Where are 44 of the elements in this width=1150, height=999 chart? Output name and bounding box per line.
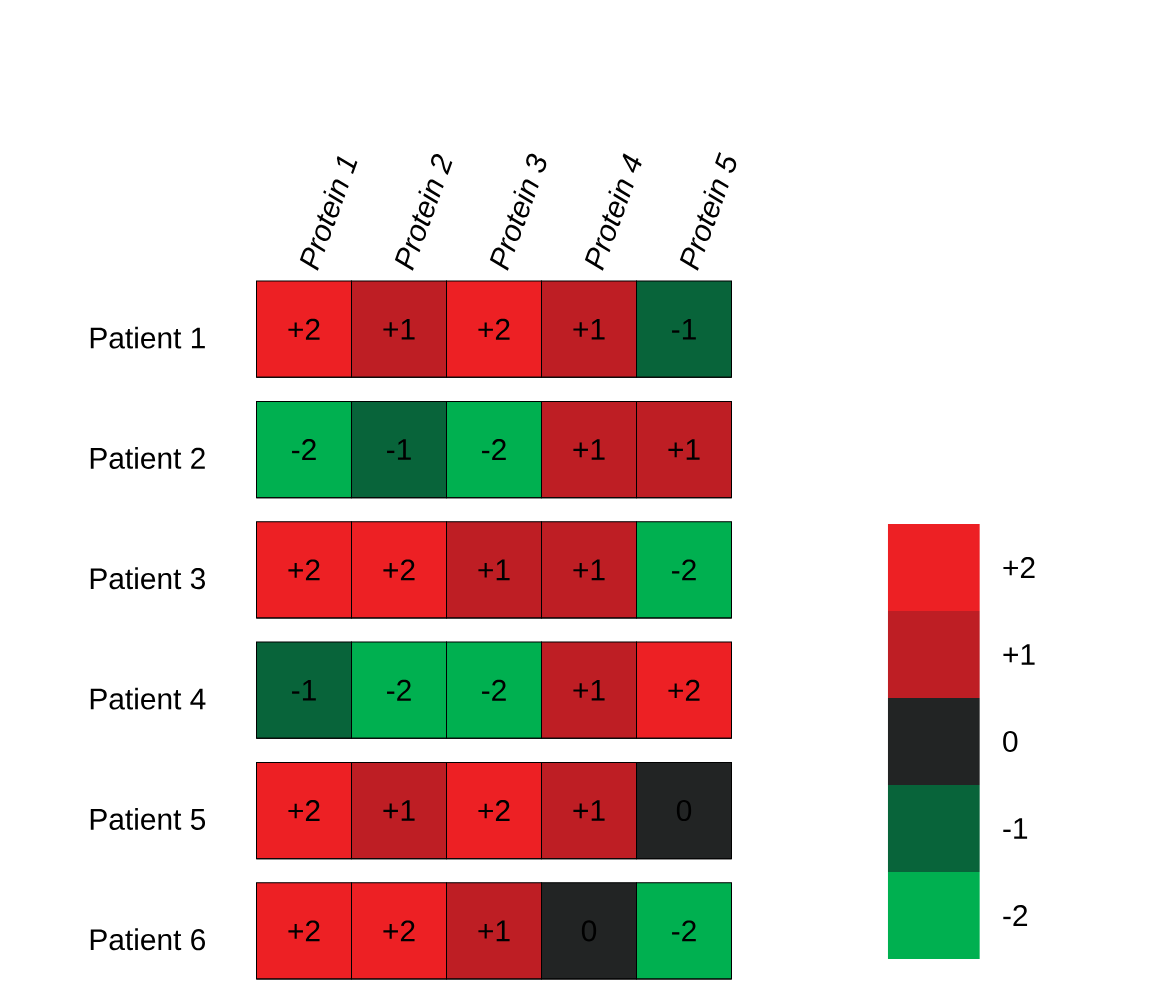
data-label: +1 [573, 318, 605, 340]
color-bar-label: -1 [1003, 817, 1028, 839]
data-label: +1 [383, 318, 415, 340]
y-tick-label: Patient 4 [90, 687, 206, 710]
data-label: +2 [288, 799, 320, 821]
data-label: +2 [383, 559, 415, 581]
data-label: -2 [387, 679, 411, 701]
color-bar-label: +1 [1003, 643, 1035, 665]
color-bar-label: -2 [1003, 904, 1028, 926]
data-label: +2 [478, 799, 510, 821]
data-label: +1 [573, 679, 605, 701]
data-label: +2 [288, 318, 320, 340]
x-tick-label: Protein 5 [679, 151, 737, 271]
y-tick-label: Patient 6 [90, 928, 205, 951]
color-bar-label: +2 [1003, 556, 1035, 578]
data-label: +2 [668, 679, 700, 701]
x-tick-label: Protein 3 [489, 153, 547, 271]
data-label: -1 [387, 439, 411, 460]
data-label: +1 [668, 439, 700, 460]
data-label: -2 [672, 920, 696, 942]
data-label: +1 [478, 920, 510, 941]
data-label: +1 [383, 800, 415, 821]
data-label: -1 [672, 318, 696, 340]
data-label: +1 [478, 559, 510, 580]
data-label: -2 [482, 438, 506, 460]
color-bar-label: 0 [1003, 730, 1018, 752]
x-tick-label: Protein 4 [584, 153, 642, 271]
y-tick-label: Patient 2 [90, 446, 205, 469]
data-label: +2 [478, 318, 510, 340]
data-label: -1 [292, 679, 316, 701]
data-label: +2 [383, 920, 415, 942]
data-label: -2 [672, 559, 696, 581]
data-label: +1 [573, 800, 605, 821]
data-label: -2 [292, 438, 316, 460]
x-tick-label: Protein 2 [394, 153, 453, 271]
y-tick-label: Patient 1 [90, 326, 205, 349]
x-tick-label: Protein 1 [299, 155, 358, 271]
y-tick-label: Patient 3 [90, 567, 205, 590]
y-tick-label: Patient 5 [90, 807, 206, 830]
data-label: +2 [288, 559, 320, 581]
data-label: +2 [288, 920, 320, 942]
data-label: +1 [573, 559, 605, 580]
data-label: +1 [573, 439, 605, 460]
data-label: -2 [482, 679, 506, 701]
